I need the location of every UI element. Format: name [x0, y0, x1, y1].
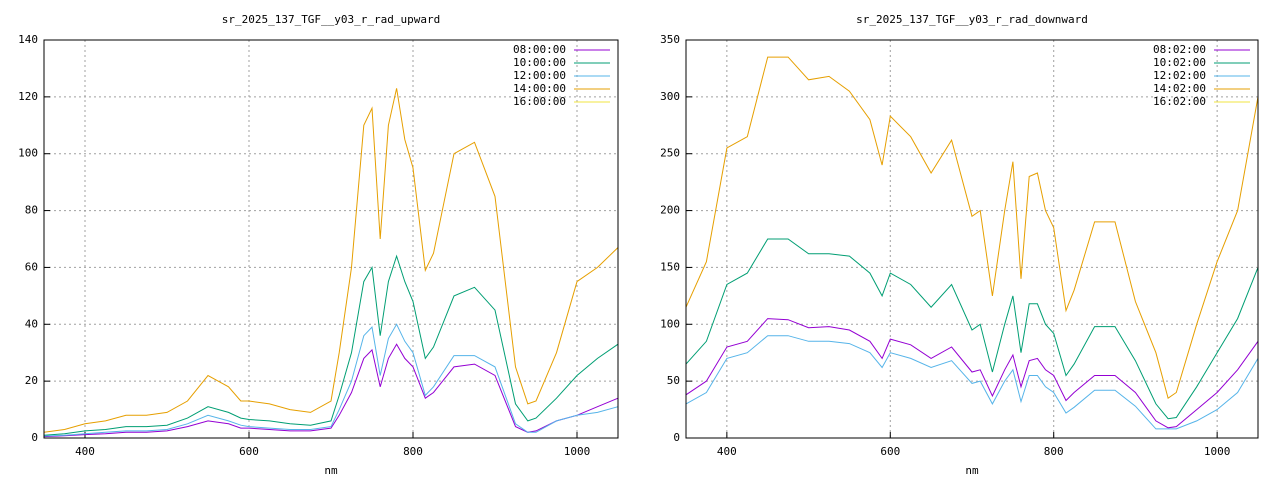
- y-tick-label: 350: [660, 33, 680, 46]
- y-tick-label: 140: [18, 33, 38, 46]
- x-tick-label: 1000: [1204, 445, 1231, 458]
- legend-label: 16:00:00: [513, 95, 566, 108]
- x-tick-label: 600: [880, 445, 900, 458]
- x-tick-label: 600: [239, 445, 259, 458]
- series-line: [43, 254, 619, 436]
- series-line: [43, 323, 619, 437]
- y-tick-label: 250: [660, 147, 680, 160]
- y-tick-label: 300: [660, 90, 680, 103]
- series-line: [43, 343, 619, 438]
- legend-label: 12:02:00: [1153, 69, 1206, 82]
- x-tick-label: 1000: [564, 445, 591, 458]
- y-tick-label: 80: [25, 204, 38, 217]
- legend-label: 08:00:00: [513, 43, 566, 56]
- legend-label: 08:02:00: [1153, 43, 1206, 56]
- legend-label: 14:00:00: [513, 82, 566, 95]
- legend-label: 10:02:00: [1153, 56, 1206, 69]
- y-tick-label: 40: [25, 317, 38, 330]
- series-line: [43, 88, 619, 433]
- legend-label: 10:00:00: [513, 56, 566, 69]
- y-tick-label: 60: [25, 260, 38, 273]
- legend-label: 12:00:00: [513, 69, 566, 82]
- y-tick-label: 0: [31, 431, 38, 444]
- y-tick-label: 50: [667, 374, 680, 387]
- plot-frame: [43, 39, 619, 439]
- series-line: [685, 335, 1259, 430]
- series-line: [685, 56, 1259, 400]
- x-tick-label: 800: [1044, 445, 1064, 458]
- chart-title: sr_2025_137_TGF__y03_r_rad_downward: [856, 13, 1088, 26]
- series-line: [685, 238, 1259, 420]
- y-tick-label: 150: [660, 260, 680, 273]
- x-tick-label: 400: [717, 445, 737, 458]
- x-tick-label: 800: [403, 445, 423, 458]
- legend-label: 14:02:00: [1153, 82, 1206, 95]
- y-tick-label: 100: [18, 147, 38, 160]
- y-tick-label: 0: [673, 431, 680, 444]
- y-tick-label: 120: [18, 90, 38, 103]
- x-axis-label: nm: [965, 464, 979, 477]
- chart-title: sr_2025_137_TGF__y03_r_rad_upward: [222, 13, 441, 26]
- y-tick-label: 20: [25, 374, 38, 387]
- x-axis-label: nm: [324, 464, 338, 477]
- x-tick-label: 400: [75, 445, 95, 458]
- series-line: [685, 318, 1259, 429]
- plot-frame: [685, 39, 1259, 439]
- y-tick-label: 200: [660, 204, 680, 217]
- y-tick-label: 100: [660, 317, 680, 330]
- legend-label: 16:02:00: [1153, 95, 1206, 108]
